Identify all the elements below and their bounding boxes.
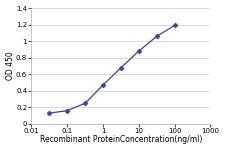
X-axis label: Recombinant ProteinConcentration(ng/ml): Recombinant ProteinConcentration(ng/ml) (40, 135, 202, 144)
Y-axis label: OD 450: OD 450 (6, 52, 15, 80)
